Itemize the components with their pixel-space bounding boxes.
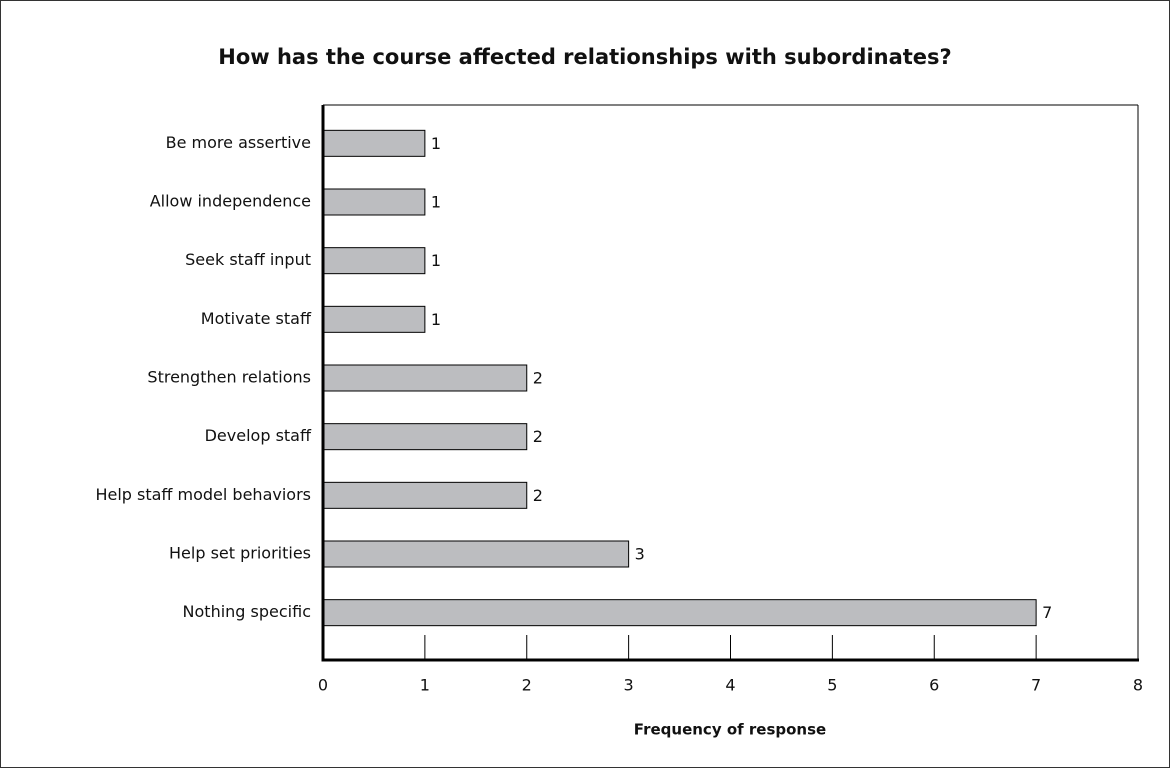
chart-title: How has the course affected relationship… — [218, 45, 951, 69]
x-tick-label: 0 — [318, 676, 328, 695]
x-axis-title: Frequency of response — [634, 721, 826, 739]
y-tick-label: Seek staff input — [185, 250, 311, 269]
bar — [322, 599, 1037, 627]
x-tick-label: 1 — [420, 676, 430, 695]
x-tick-label: 3 — [624, 676, 634, 695]
data-label: 1 — [431, 193, 441, 212]
data-label: 7 — [1042, 603, 1052, 622]
bar — [322, 305, 426, 333]
data-label: 1 — [431, 134, 441, 153]
data-label: 1 — [431, 251, 441, 270]
data-label: 2 — [533, 486, 543, 505]
bar — [322, 364, 528, 392]
x-tick-label: 8 — [1133, 676, 1143, 695]
data-label: 1 — [431, 310, 441, 329]
bar — [322, 129, 426, 157]
x-tick-label: 2 — [522, 676, 532, 695]
bar — [322, 423, 528, 451]
x-tick-label: 4 — [725, 676, 735, 695]
data-label: 3 — [635, 545, 645, 564]
y-tick-label: Help set priorities — [169, 544, 311, 563]
y-tick-label: Allow independence — [150, 192, 311, 211]
y-tick-label: Help staff model behaviors — [95, 485, 311, 504]
y-tick-label: Nothing specific — [183, 602, 311, 621]
data-label: 2 — [533, 427, 543, 446]
data-label: 2 — [533, 369, 543, 388]
x-tick-label: 6 — [929, 676, 939, 695]
bar — [322, 540, 630, 568]
bar — [322, 247, 426, 275]
bar — [322, 481, 528, 509]
y-tick-label: Be more assertive — [166, 133, 311, 152]
y-tick-label: Strengthen relations — [147, 368, 311, 387]
x-tick-label: 5 — [827, 676, 837, 695]
y-tick-label: Develop staff — [205, 426, 312, 445]
y-tick-label: Motivate staff — [201, 309, 312, 328]
bar — [322, 188, 426, 216]
x-tick-label: 7 — [1031, 676, 1041, 695]
